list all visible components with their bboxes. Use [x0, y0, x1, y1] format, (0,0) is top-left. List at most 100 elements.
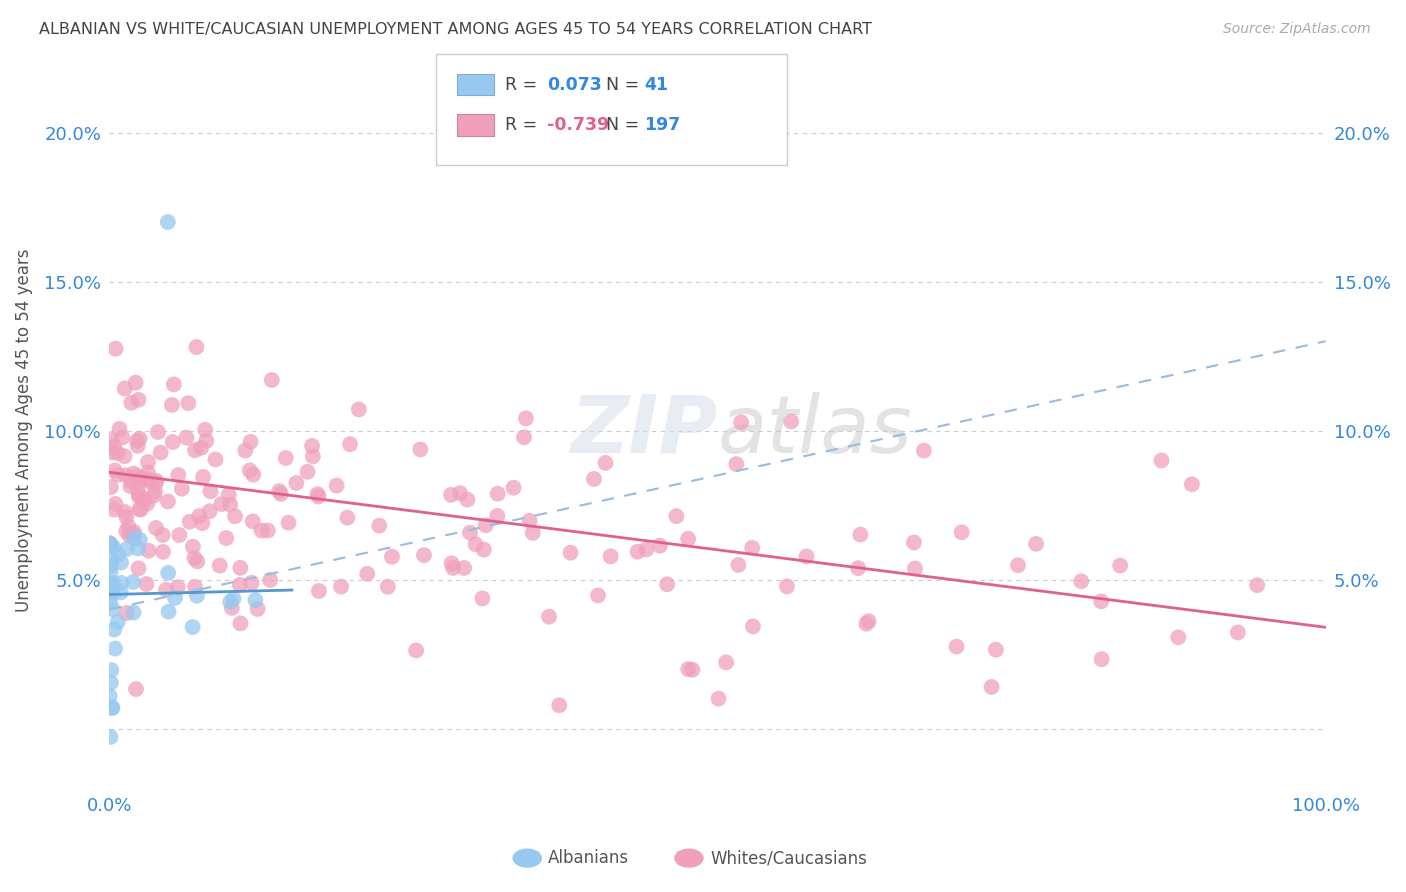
Point	[780, 414, 803, 428]
Point	[122, 527, 145, 541]
Point	[98, 689, 121, 703]
Point	[347, 402, 370, 417]
Point	[118, 528, 141, 542]
Point	[127, 439, 149, 453]
Point	[114, 468, 136, 483]
Point	[101, 700, 124, 714]
Point	[239, 434, 262, 449]
Text: 197: 197	[644, 116, 681, 134]
Point	[381, 549, 404, 564]
Point	[108, 422, 131, 436]
Point	[167, 468, 190, 483]
Point	[107, 446, 129, 460]
Point	[413, 548, 436, 562]
Point	[188, 509, 211, 524]
Point	[100, 663, 122, 677]
Point	[107, 548, 129, 562]
Point	[409, 442, 432, 457]
Point	[155, 582, 177, 597]
Point	[162, 435, 184, 450]
Point	[114, 505, 136, 519]
Point	[186, 554, 208, 568]
Point	[152, 528, 174, 542]
Point	[453, 561, 475, 575]
Point	[181, 620, 204, 634]
Y-axis label: Unemployment Among Ages 45 to 54 years: Unemployment Among Ages 45 to 54 years	[15, 249, 32, 612]
Point	[472, 542, 495, 557]
Point	[984, 642, 1007, 657]
Point	[595, 456, 617, 470]
Text: -0.739: -0.739	[547, 116, 609, 134]
Text: N =: N =	[606, 76, 645, 94]
Point	[122, 467, 145, 481]
Point	[636, 542, 658, 557]
Point	[676, 532, 699, 546]
Point	[405, 643, 427, 657]
Point	[377, 580, 399, 594]
Point	[101, 586, 124, 600]
Point	[160, 398, 183, 412]
Point	[270, 487, 292, 501]
Point	[912, 443, 935, 458]
Point	[136, 466, 159, 480]
Point	[132, 491, 155, 506]
Point	[456, 492, 478, 507]
Point	[486, 487, 509, 501]
Point	[104, 342, 127, 356]
Point	[101, 576, 124, 591]
Point	[208, 558, 231, 573]
Point	[111, 430, 134, 444]
Point	[115, 606, 138, 620]
Point	[1150, 453, 1173, 467]
Point	[104, 497, 127, 511]
Point	[101, 701, 124, 715]
Point	[156, 215, 179, 229]
Point	[458, 525, 481, 540]
Point	[157, 605, 180, 619]
Point	[260, 373, 283, 387]
Point	[336, 510, 359, 524]
Point	[730, 415, 752, 429]
Point	[163, 377, 186, 392]
Text: R =: R =	[505, 76, 543, 94]
Point	[103, 540, 125, 554]
Point	[127, 483, 149, 498]
Text: Albanians: Albanians	[548, 849, 630, 867]
Point	[242, 467, 264, 482]
Point	[221, 601, 243, 615]
Point	[143, 489, 166, 503]
Point	[115, 509, 138, 524]
Point	[149, 445, 172, 459]
Point	[1007, 558, 1029, 573]
Point	[101, 584, 124, 599]
Point	[127, 434, 149, 448]
Text: ALBANIAN VS WHITE/CAUCASIAN UNEMPLOYMENT AMONG AGES 45 TO 54 YEARS CORRELATION C: ALBANIAN VS WHITE/CAUCASIAN UNEMPLOYMENT…	[39, 22, 872, 37]
Point	[135, 577, 157, 591]
Point	[104, 641, 127, 656]
Point	[471, 591, 494, 606]
Point	[128, 490, 150, 504]
Point	[222, 591, 245, 606]
Point	[139, 475, 162, 489]
Point	[128, 392, 150, 407]
Point	[131, 473, 153, 487]
Point	[198, 504, 221, 518]
Point	[122, 606, 145, 620]
Point	[127, 541, 149, 556]
Point	[128, 432, 150, 446]
Point	[115, 524, 138, 539]
Point	[100, 433, 122, 447]
Point	[103, 502, 125, 516]
Point	[655, 577, 678, 591]
Point	[103, 623, 125, 637]
Point	[307, 487, 329, 501]
Point	[229, 561, 252, 575]
Point	[131, 472, 153, 486]
Point	[548, 698, 571, 713]
Point	[129, 502, 152, 516]
Point	[849, 527, 872, 541]
Point	[325, 478, 347, 492]
Point	[122, 575, 145, 590]
Point	[177, 396, 200, 410]
Point	[330, 580, 353, 594]
